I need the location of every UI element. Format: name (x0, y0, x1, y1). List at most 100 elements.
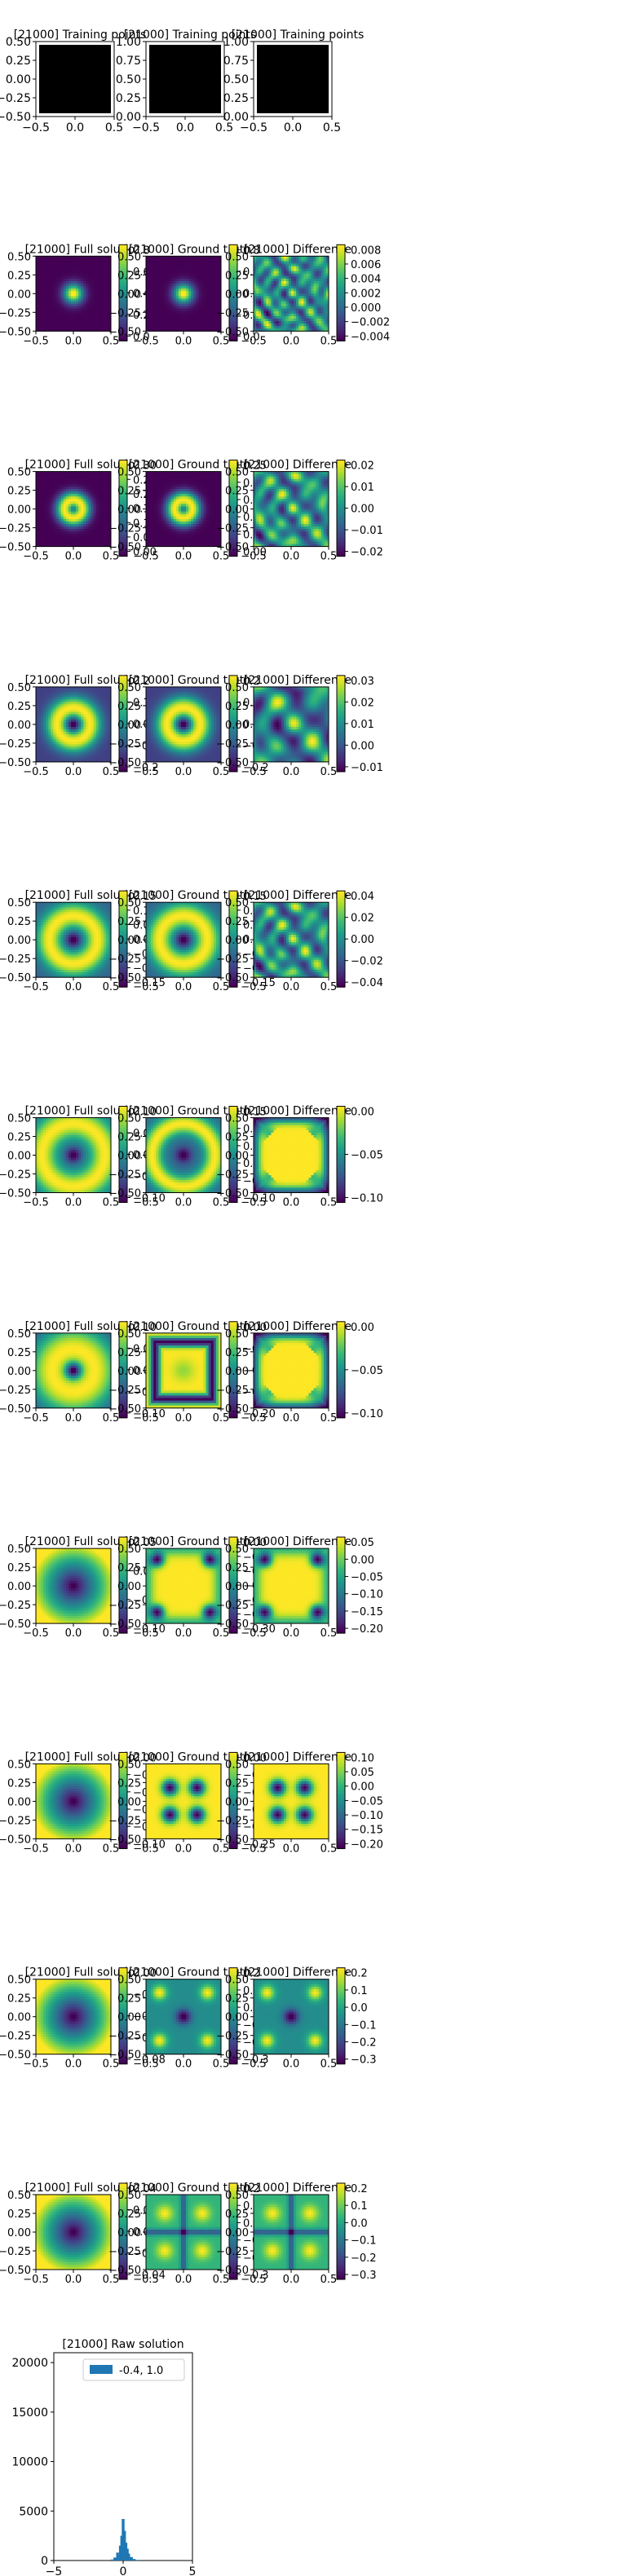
heatmap-cell (60, 268, 64, 272)
heatmap-cell (55, 291, 59, 294)
heatmap-cell (158, 516, 161, 520)
heatmap-cell (276, 280, 280, 284)
heatmap-cell (180, 293, 184, 297)
heatmap-cell (86, 306, 89, 310)
heatmap-cell (98, 273, 102, 277)
heatmap-cell (191, 271, 194, 275)
colorbar-step (229, 505, 237, 509)
heatmap-cell (170, 491, 175, 495)
heatmap-cell (278, 303, 282, 307)
heatmap-cell (168, 539, 172, 542)
heatmap-cell (301, 263, 304, 266)
heatmap-cell (81, 504, 84, 507)
heatmap-cell (43, 313, 46, 317)
heatmap-cell (213, 318, 217, 322)
heatmap-cell (65, 473, 69, 478)
heatmap-cell (183, 471, 187, 475)
heatmap-cell (175, 273, 179, 277)
heatmap-cell (180, 278, 184, 282)
colorbar-step (119, 460, 127, 463)
heatmap-cell (76, 471, 79, 475)
heatmap-cell (156, 271, 159, 275)
heatmap-cell (53, 284, 56, 287)
heatmap-cell (161, 513, 164, 517)
heatmap-cell (318, 473, 322, 478)
heatmap-cell (51, 534, 54, 537)
heatmap-cell (51, 271, 54, 275)
heatmap-cell (201, 504, 204, 507)
heatmap-cell (73, 504, 77, 507)
heatmap-cell (266, 273, 269, 277)
heatmap-cell (103, 539, 107, 542)
heatmap-cell (175, 516, 179, 520)
heatmap-cell (311, 301, 314, 304)
heatmap-cell (291, 291, 294, 294)
colorbar-step (337, 314, 345, 318)
heatmap-cell (196, 518, 199, 522)
heatmap-cell (213, 483, 217, 487)
heatmap-cell (81, 310, 84, 315)
heatmap-cell (70, 481, 74, 485)
heatmap-cell (288, 315, 292, 319)
heatmap-cell (193, 544, 197, 547)
heatmap-cell (161, 529, 164, 532)
heatmap-cell (103, 318, 107, 322)
heatmap-cell (294, 261, 297, 264)
heatmap-cell (288, 261, 292, 264)
heatmap-cell (208, 489, 212, 492)
heatmap-cell (63, 258, 67, 262)
heatmap-cell (311, 321, 314, 324)
heatmap-cell (46, 263, 49, 266)
heatmap-cell (156, 524, 159, 527)
heatmap-cell (198, 473, 201, 478)
heatmap-cell (158, 258, 161, 262)
heatmap-cell (103, 476, 107, 480)
heatmap-cell (36, 280, 39, 284)
heatmap-cell (60, 487, 64, 490)
heatmap-cell (65, 483, 69, 487)
heatmap-cell (46, 476, 49, 480)
heatmap-cell (201, 509, 204, 513)
heatmap-cell (156, 501, 159, 504)
heatmap-cell (36, 504, 39, 507)
heatmap-cell (81, 487, 84, 490)
heatmap-cell (166, 511, 169, 515)
heatmap-cell (191, 284, 194, 287)
y-tick-label: 0.00 (7, 288, 31, 301)
heatmap-cell (60, 504, 64, 507)
heatmap-cell (198, 326, 201, 329)
heatmap-cell (186, 496, 189, 500)
heatmap-cell (153, 539, 157, 542)
heatmap-cell (156, 303, 159, 307)
heatmap-cell (95, 499, 99, 502)
heatmap-cell (95, 326, 99, 329)
heatmap-cell (146, 509, 149, 513)
heatmap-cell (210, 321, 214, 324)
x-tick-label: 0.5 (105, 121, 123, 134)
heatmap-cell (86, 476, 89, 480)
heatmap-cell (285, 321, 290, 324)
heatmap-cell (146, 471, 149, 475)
heatmap-cell (91, 539, 94, 542)
heatmap-cell (38, 531, 42, 535)
heatmap-cell (306, 293, 309, 297)
heatmap-cell (60, 298, 64, 302)
heatmap-cell (188, 521, 192, 525)
heatmap-cell (213, 291, 217, 294)
heatmap-cell (51, 296, 54, 299)
heatmap-cell (294, 271, 297, 275)
heatmap-cell (36, 275, 39, 280)
heatmap-cell (298, 293, 302, 297)
heatmap-cell (91, 256, 94, 259)
heatmap-cell (81, 284, 84, 287)
heatmap-cell (188, 534, 192, 537)
heatmap-cell (206, 496, 210, 500)
heatmap-cell (95, 280, 99, 284)
subplot-title: [21000] Ground truth (129, 459, 251, 472)
heatmap-cell (170, 521, 175, 525)
heatmap-cell (208, 303, 212, 307)
heatmap-cell (186, 539, 189, 542)
heatmap-cell (153, 541, 157, 544)
heatmap-cell (196, 513, 199, 517)
heatmap-cell (43, 273, 46, 277)
